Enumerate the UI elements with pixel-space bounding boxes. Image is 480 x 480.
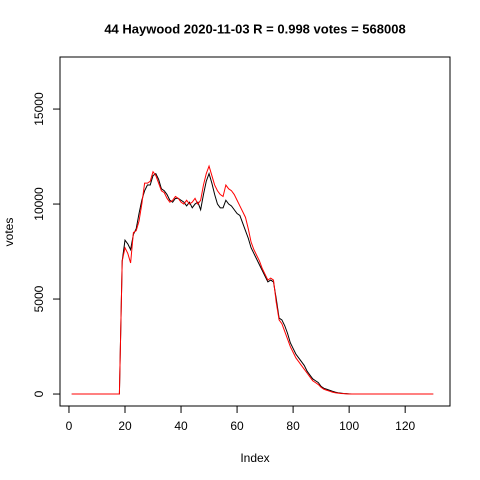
y-tick-label: 15000 bbox=[32, 92, 46, 126]
y-tick-label: 0 bbox=[32, 390, 46, 397]
y-tick-label: 10000 bbox=[32, 187, 46, 221]
y-tick-label: 5000 bbox=[32, 285, 46, 312]
x-tick-label: 40 bbox=[174, 419, 188, 433]
chart-title: 44 Haywood 2020-11-03 R = 0.998 votes = … bbox=[104, 21, 405, 36]
y-axis-label: votes bbox=[2, 218, 16, 247]
series-line bbox=[71, 164, 434, 395]
series-line bbox=[71, 172, 434, 395]
plot-box bbox=[59, 56, 451, 407]
x-tick-label: 60 bbox=[230, 419, 244, 433]
x-axis-label: Index bbox=[240, 451, 269, 465]
x-tick-label: 20 bbox=[118, 419, 132, 433]
x-tick-label: 0 bbox=[66, 419, 73, 433]
x-tick-label: 100 bbox=[339, 419, 359, 433]
x-tick-label: 120 bbox=[395, 419, 415, 433]
x-tick-label: 80 bbox=[286, 419, 300, 433]
